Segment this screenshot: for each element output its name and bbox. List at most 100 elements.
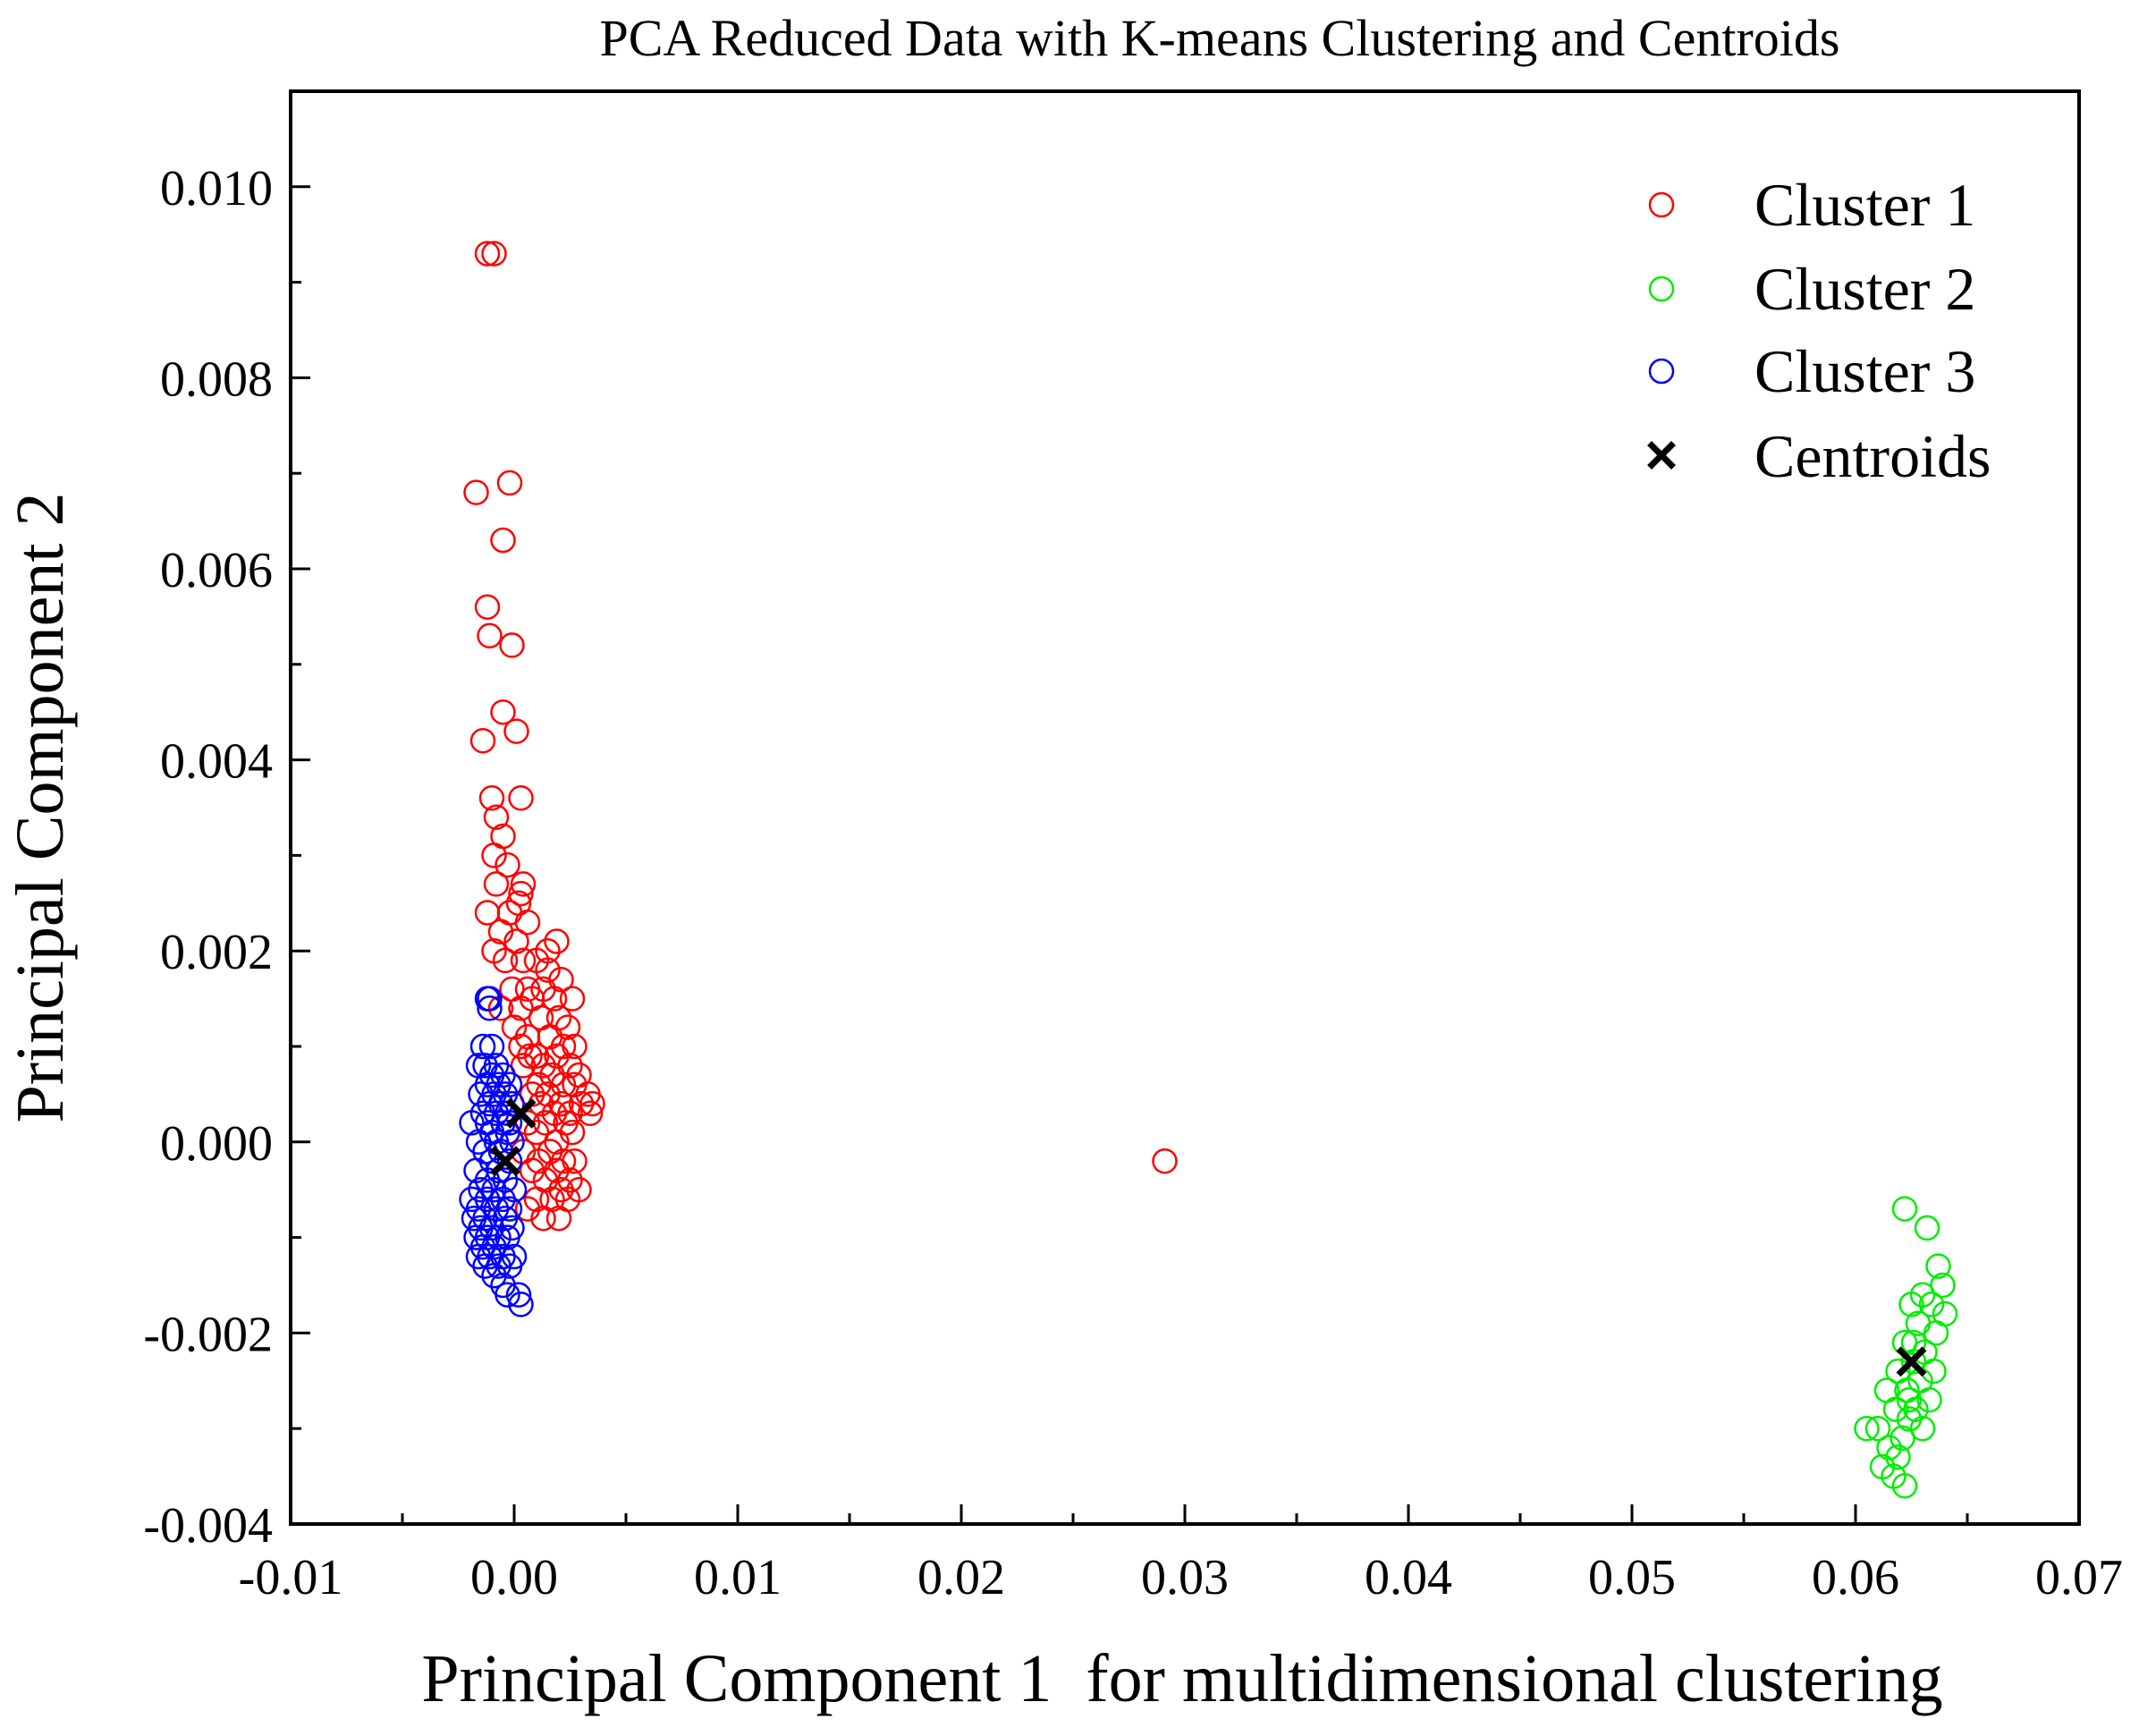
cluster-2-point [1890, 1425, 1915, 1452]
cluster-2-point [1900, 1329, 1927, 1356]
cluster-2-point [1925, 1253, 1951, 1279]
x-tick-label: 0.03 [1141, 1550, 1229, 1605]
cluster-1-point [474, 594, 501, 620]
cluster-2-point [1891, 1473, 1918, 1499]
y-tick-label: 0.002 [160, 925, 273, 980]
y-axis: -0.004 -0.002 0.000 0.002 0.004 0.006 0.008 0.0… [143, 161, 310, 1554]
cluster-1-point [495, 851, 520, 878]
cluster-1-point [508, 1033, 534, 1060]
cluster-2-point [1930, 1272, 1956, 1299]
cluster-1-point [519, 1157, 545, 1184]
cluster-1-point [577, 1100, 604, 1127]
x-tick-label: 0.06 [1812, 1550, 1899, 1605]
y-tick-label: -0.002 [143, 1307, 273, 1362]
cluster-2-point [1909, 1415, 1936, 1442]
cluster-3-point [481, 1263, 507, 1289]
cluster-2-point [1909, 1282, 1936, 1308]
legend-marker-centroids [1647, 441, 1676, 470]
cluster-2-point [1854, 1415, 1880, 1442]
cluster-1-point [523, 1119, 550, 1146]
cluster-2-point [1923, 1320, 1949, 1346]
centroid-marker [1896, 1346, 1927, 1377]
cluster-1-point [490, 699, 516, 725]
cluster-2-point [1914, 1215, 1940, 1241]
x-axis: -0.01 0.00 0.01 0.02 0.03 0.04 0.05 0.06 0.07 [239, 1504, 2123, 1605]
x-tick-label: 0.01 [694, 1550, 782, 1605]
cluster-1-point [510, 947, 537, 974]
cluster-3-point [478, 1033, 505, 1060]
cluster-2-point [1916, 1386, 1942, 1413]
chart-title: PCA Reduced Data with K-means Clustering… [600, 9, 1840, 67]
cluster-1-point [490, 527, 516, 554]
cluster-2-point [1876, 1435, 1902, 1461]
cluster-3-point [495, 1282, 520, 1308]
legend-marker-cluster-1 [1648, 191, 1675, 218]
cluster-1-point [469, 727, 496, 754]
cluster-1-point [1152, 1147, 1178, 1174]
legend-marker-cluster-3 [1648, 358, 1675, 385]
cluster-2-point [1918, 1291, 1945, 1317]
cluster-2-point [1864, 1415, 1891, 1442]
cluster-1-point [545, 1205, 572, 1232]
cluster-1-point [510, 871, 537, 897]
legend-label-cluster-1: Cluster 1 [1754, 171, 1975, 239]
cluster-1-point [514, 909, 541, 936]
cluster-1-point [559, 1119, 586, 1146]
cluster-1-point [503, 928, 529, 954]
cluster-1-point [501, 1014, 528, 1040]
cluster-3-point [508, 1291, 534, 1317]
y-tick-label: 0.000 [160, 1116, 273, 1172]
y-tick-label: 0.004 [160, 734, 273, 790]
cluster-1-point [537, 1024, 563, 1050]
cluster-3-point [496, 1253, 523, 1279]
x-tick-label: 0.05 [1588, 1550, 1676, 1605]
legend-label-cluster-2: Cluster 2 [1754, 255, 1975, 323]
cluster-1-point [579, 1090, 605, 1117]
cluster-2-point [1896, 1386, 1923, 1413]
cluster-3-point [505, 1282, 532, 1308]
cluster-2-point [1891, 1196, 1918, 1222]
cluster-2-point [1900, 1349, 1927, 1375]
cluster-1-point [530, 1205, 556, 1232]
legend: Cluster 1 Cluster 2 Cluster 3 Centroids [1647, 171, 1991, 490]
y-tick-label: 0.008 [160, 351, 273, 407]
cluster-3-point [477, 995, 503, 1021]
cluster-2-point [1882, 1396, 1909, 1423]
cluster-1-point [544, 928, 570, 954]
x-tick-label: 0.04 [1365, 1550, 1452, 1605]
cluster-3-point [472, 1253, 498, 1279]
cluster-1-point [481, 241, 507, 267]
cluster-1-point [477, 622, 503, 649]
cluster-1-point [508, 785, 534, 811]
x-tick-label: 0.02 [917, 1550, 1005, 1605]
cluster-1-point [523, 1186, 550, 1213]
x-axis-label: Principal Component 1 for multidimension… [421, 1641, 1942, 1716]
cluster-1-point [557, 1167, 583, 1193]
cluster-3-point [495, 1224, 520, 1250]
legend-marker-cluster-2 [1648, 275, 1675, 302]
cluster-1-point [499, 632, 525, 658]
cluster-1-point [562, 1071, 588, 1097]
legend-label-centroids: Centroids [1754, 422, 1991, 490]
cluster-1-point [463, 479, 489, 505]
cluster-1-point [550, 1071, 577, 1097]
cluster-1-point [544, 1043, 570, 1069]
cluster-1-point [487, 919, 514, 945]
cluster-1-point [483, 804, 510, 830]
cluster-1-point [492, 947, 519, 974]
cluster-3-point [469, 1033, 496, 1060]
cluster-3-point [477, 986, 503, 1012]
cluster-3-point [474, 1186, 501, 1213]
cluster-1-point [559, 986, 586, 1012]
cluster-1-point [478, 785, 505, 811]
data-points [459, 241, 1958, 1499]
x-tick-label: 0.00 [470, 1550, 558, 1605]
y-tick-label: 0.010 [160, 161, 273, 216]
centroid-marker [490, 1146, 520, 1177]
cluster-1-point [474, 241, 501, 267]
cluster-1-point [508, 995, 534, 1021]
x-tick-label: -0.01 [239, 1550, 343, 1605]
cluster-3-point [459, 1110, 485, 1136]
y-tick-label: -0.004 [143, 1498, 273, 1554]
